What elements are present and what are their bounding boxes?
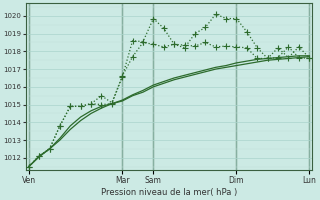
X-axis label: Pression niveau de la mer( hPa ): Pression niveau de la mer( hPa )	[101, 188, 237, 197]
